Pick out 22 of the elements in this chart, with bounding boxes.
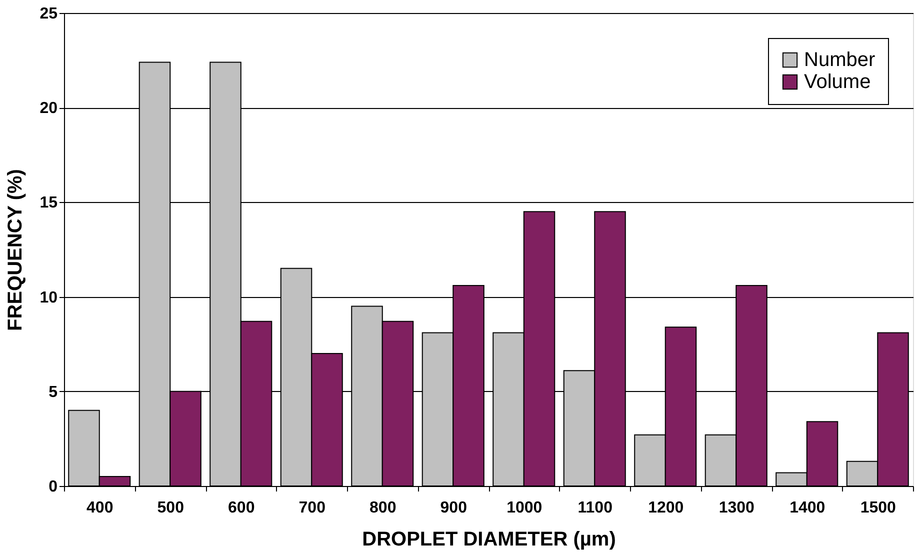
x-tick-label: 500 — [157, 500, 184, 516]
x-tick-label: 1000 — [506, 500, 542, 516]
x-tick-label: 1500 — [860, 500, 896, 516]
x-tick-label: 1300 — [718, 500, 755, 516]
y-tick-label: 5 — [48, 384, 58, 401]
legend-label: Number — [804, 49, 876, 71]
x-tick-label: 400 — [86, 500, 114, 516]
legend-label: Volume — [804, 71, 871, 93]
x-tick-label: 900 — [440, 500, 468, 516]
x-axis-title: DROPLET DIAMETER (µm) — [362, 528, 616, 550]
y-tick-label: 15 — [40, 194, 58, 212]
x-tick-label: 600 — [228, 500, 255, 516]
x-tick-label: 1100 — [578, 500, 613, 516]
y-axis-title: FREQUENCY (%) — [4, 169, 27, 331]
y-tick-label: 25 — [40, 6, 58, 22]
x-tick-label: 1400 — [790, 500, 826, 516]
y-tick-label: 10 — [40, 289, 58, 306]
y-tick-label: 0 — [48, 478, 58, 496]
x-tick-label: 800 — [370, 500, 396, 516]
y-tick-label: 20 — [40, 100, 58, 118]
x-tick-label: 1200 — [648, 500, 684, 516]
x-tick-label: 700 — [298, 500, 326, 516]
